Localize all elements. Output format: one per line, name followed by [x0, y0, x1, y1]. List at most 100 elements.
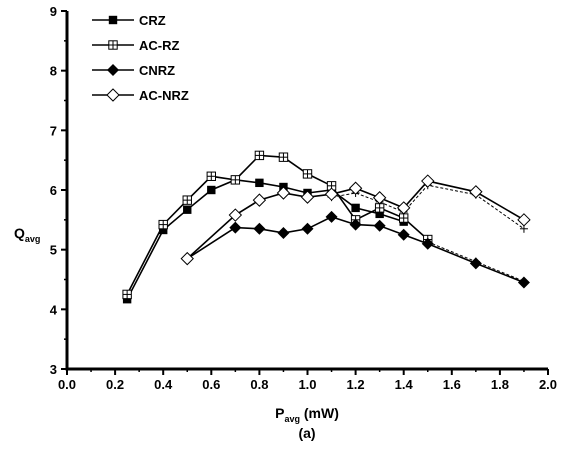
marker-shape — [351, 203, 360, 213]
data-point — [324, 187, 339, 201]
marker-shape — [277, 226, 290, 239]
data-point — [183, 205, 192, 214]
plot-area: 0.0 0.2 0.4 0.6 0.8 1.0 1.2 1.4 1.6 1.8 2.0 3 4 5 6 7 8… — [50, 4, 557, 392]
y-tick-label: 4 — [50, 302, 58, 317]
x-axis-label-sub: avg — [284, 414, 300, 424]
data-point — [517, 276, 530, 289]
data-point — [207, 185, 216, 195]
data-point — [252, 193, 267, 207]
x-axis-label: Pavg (mW) — [275, 405, 339, 424]
marker-shape — [324, 187, 339, 201]
data-point — [255, 178, 264, 188]
legend-marker — [108, 40, 118, 50]
data-point — [351, 203, 360, 213]
x-tick-label: 0.2 — [106, 377, 124, 392]
legend-item-ac-nrz: AC-NRZ — [92, 88, 189, 103]
legend-label: AC-RZ — [139, 38, 179, 53]
data-point — [375, 209, 384, 219]
legend-item-crz: CRZ — [92, 13, 166, 28]
marker-shape — [325, 210, 338, 223]
marker-shape — [469, 185, 483, 199]
data-point — [301, 222, 314, 235]
legend-marker — [108, 15, 118, 25]
data-point — [277, 226, 290, 239]
data-point — [325, 210, 338, 223]
x-ticks: 0.0 0.2 0.4 0.6 0.8 1.0 1.2 1.4 1.6 1.8 2.0 — [58, 369, 557, 392]
marker-shape — [122, 294, 132, 304]
data-point — [300, 190, 315, 204]
data-point — [469, 257, 482, 270]
marker-shape — [517, 213, 531, 227]
x-tick-label: 0.8 — [250, 377, 268, 392]
x-tick-label: 1.0 — [298, 377, 316, 392]
data-point — [397, 228, 410, 241]
data-point — [229, 221, 242, 234]
data-point — [122, 294, 132, 304]
data-point — [122, 289, 132, 300]
legend-label: CNRZ — [139, 63, 175, 78]
data-point — [254, 150, 265, 161]
marker-shape — [301, 222, 314, 235]
data-point — [373, 219, 386, 232]
x-tick-label: 1.8 — [491, 377, 509, 392]
marker-shape — [375, 209, 384, 219]
y-axis-label-main: Q — [14, 225, 25, 241]
y-tick-label: 8 — [50, 64, 57, 79]
data-point — [396, 201, 411, 215]
series-layer — [122, 150, 531, 304]
marker-shape — [421, 237, 434, 250]
marker-shape — [183, 205, 192, 214]
x-axis-label-unit: (mW) — [300, 405, 339, 421]
data-point — [348, 181, 363, 195]
y-tick-label: 9 — [50, 4, 57, 19]
legend-item-cnrz: CNRZ — [92, 63, 175, 78]
marker-shape — [300, 190, 315, 204]
marker-shape — [517, 276, 530, 289]
marker-shape — [228, 208, 243, 222]
legend-label: AC-NRZ — [139, 88, 189, 103]
marker-shape — [207, 185, 216, 195]
y-axis-label: Qavg — [14, 225, 40, 244]
data-point — [276, 186, 291, 200]
series-cnrz — [181, 210, 530, 289]
data-point — [180, 251, 194, 266]
y-ticks: 3 4 5 6 7 8 9 — [50, 4, 67, 377]
y-tick-label: 6 — [50, 183, 57, 198]
figure-caption: (a) — [298, 425, 315, 441]
marker-shape — [373, 219, 386, 232]
marker-shape — [421, 174, 435, 188]
x-tick-label: 1.4 — [395, 377, 414, 392]
y-tick-label: 7 — [50, 123, 57, 138]
marker-shape — [349, 218, 362, 231]
data-point — [228, 208, 243, 222]
marker-shape — [372, 191, 387, 205]
data-point — [278, 152, 289, 162]
marker-shape — [107, 64, 119, 76]
data-point — [469, 185, 483, 199]
marker-shape — [252, 193, 267, 207]
legend-label: CRZ — [139, 13, 166, 28]
marker-shape — [108, 15, 118, 25]
y-axis-label-sub: avg — [25, 234, 41, 244]
data-point — [349, 218, 362, 231]
marker-shape — [255, 178, 264, 188]
x-tick-label: 1.6 — [443, 377, 461, 392]
data-point — [302, 169, 313, 179]
x-axis-label-main: P — [275, 405, 284, 421]
data-point — [182, 195, 192, 205]
y-tick-label: 5 — [50, 243, 57, 258]
data-point — [158, 219, 168, 230]
data-point — [372, 191, 387, 205]
legend: CRZ AC-RZ CNRZ AC-NRZ — [92, 13, 189, 103]
data-point — [159, 225, 168, 235]
x-tick-label: 2.0 — [539, 377, 557, 392]
data-point — [230, 175, 241, 185]
series-ac-nrz — [180, 174, 531, 266]
legend-marker — [107, 64, 119, 76]
x-tick-label: 0.0 — [58, 377, 76, 392]
legend-item-ac-rz: AC-RZ — [92, 38, 179, 53]
x-tick-label: 0.4 — [154, 377, 173, 392]
marker-shape — [469, 257, 482, 270]
data-point — [206, 171, 217, 181]
